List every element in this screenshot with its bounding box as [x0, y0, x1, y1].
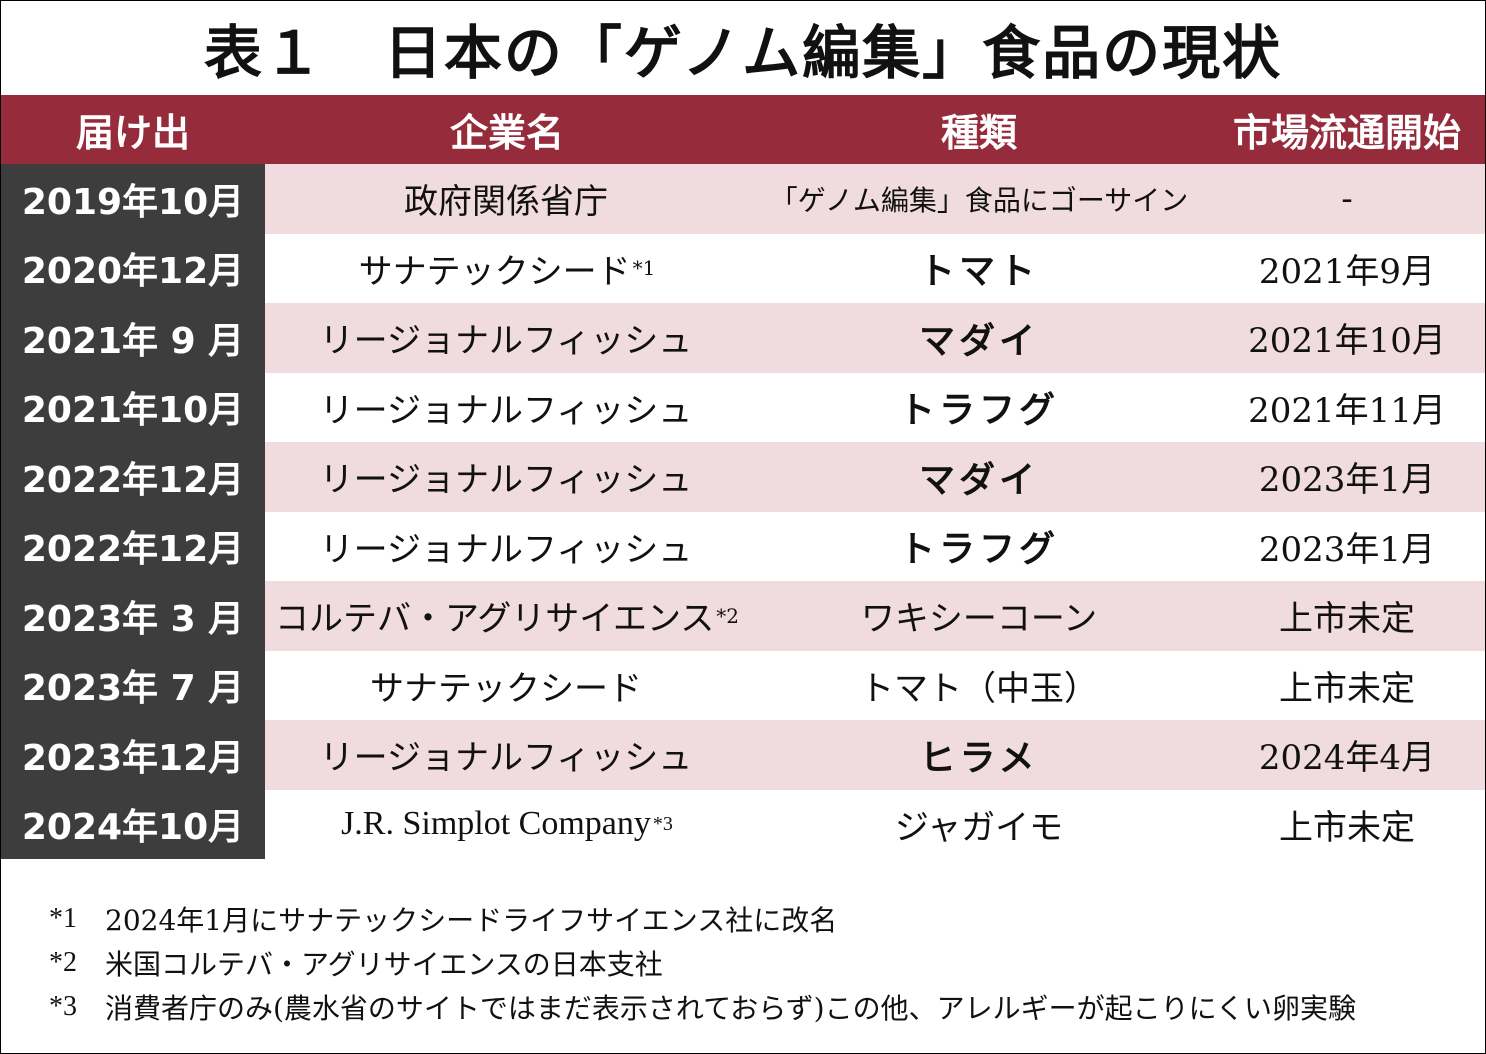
market-cell: 2023年1月 [1209, 511, 1485, 581]
table-header: 届け出 企業名 種類 市場流通開始 [1, 95, 1485, 164]
kind-cell: トマト [749, 233, 1209, 303]
table-title: 表１ 日本の「ゲノム編集」食品の現状 [203, 19, 1283, 87]
kind-cell: ジャガイモ [749, 789, 1209, 859]
table-row: 2022年12月 リージョナルフィッシュ マダイ 2023年1月 [1, 442, 1485, 512]
market-cell: 2021年10月 [1209, 303, 1485, 373]
table-row: 2023年 7 月 サナテックシード トマト（中玉） 上市未定 [1, 650, 1485, 720]
market-cell: 2021年11月 [1209, 372, 1485, 442]
table-row: 2021年 9 月 リージョナルフィッシュ マダイ 2021年10月 [1, 303, 1485, 373]
date-cell: 2020年12月 [1, 233, 265, 303]
table-row: 2020年12月 サナテックシード *1 トマト 2021年9月 [1, 233, 1485, 303]
header-kind: 種類 [940, 111, 1017, 155]
date-cell: 2021年 9 月 [1, 303, 265, 373]
table-row: 2021年10月 リージョナルフィッシュ トラフグ 2021年11月 [1, 372, 1485, 442]
company-cell: コルテバ・アグリサイエンス *2 [265, 581, 749, 651]
company-note: *2 [716, 603, 739, 628]
kind-cell: マダイ [749, 303, 1209, 373]
company-note: *3 [652, 812, 673, 835]
date-cell: 2022年12月 [1, 511, 265, 581]
market-cell: 2023年1月 [1209, 442, 1485, 512]
company-cell: サナテックシード [265, 650, 749, 720]
kind-cell: トラフグ [749, 511, 1209, 581]
company-cell: リージョナルフィッシュ [265, 372, 749, 442]
company-cell: リージョナルフィッシュ [265, 720, 749, 790]
table-row: 2023年 3 月 コルテバ・アグリサイエンス *2 ワキシーコーン 上市未定 [1, 581, 1485, 651]
company-cell: リージョナルフィッシュ [265, 511, 749, 581]
company-name: リージョナルフィッシュ [319, 390, 693, 431]
date-cell: 2021年10月 [1, 372, 265, 442]
footnote: *3 消費者庁のみ(農水省のサイトではまだ表示されておらず)この他、アレルギーが… [49, 985, 1469, 1029]
footnote-text: 消費者庁のみ(農水省のサイトではまだ表示されておらず)この他、アレルギーが起こり… [105, 992, 1357, 1025]
company-cell: J.R. Simplot Company *3 [265, 789, 749, 859]
company-name: 政府関係省庁 [404, 182, 608, 223]
table-row: 2022年12月 リージョナルフィッシュ トラフグ 2023年1月 [1, 511, 1485, 581]
kind-cell: トマト（中玉） [749, 650, 1209, 720]
company-name: リージョナルフィッシュ [319, 738, 693, 779]
kind-cell: ヒラメ [749, 720, 1209, 790]
market-cell: - [1209, 164, 1485, 234]
company-name: リージョナルフィッシュ [319, 321, 693, 362]
kind-cell: マダイ [749, 442, 1209, 512]
market-cell: 上市未定 [1209, 650, 1485, 720]
company-name: リージョナルフィッシュ [319, 460, 693, 501]
date-cell: 2023年 3 月 [1, 581, 265, 651]
header-market: 市場流通開始 [1232, 111, 1461, 155]
date-cell: 2023年 7 月 [1, 650, 265, 720]
market-cell: 2021年9月 [1209, 233, 1485, 303]
table-body: 2019年10月 政府関係省庁 「ゲノム編集」食品にゴーサイン - 2020年1… [1, 164, 1485, 859]
kind-cell: ワキシーコーン [749, 581, 1209, 651]
table-row: 2023年12月 リージョナルフィッシュ ヒラメ 2024年4月 [1, 720, 1485, 790]
footnote-mark: *1 [49, 903, 77, 934]
company-cell: 政府関係省庁 [265, 164, 749, 234]
kind-cell: トラフグ [749, 372, 1209, 442]
company-cell: サナテックシード *1 [265, 233, 749, 303]
company-note: *1 [632, 256, 656, 281]
header-company: 企業名 [449, 111, 564, 155]
date-cell: 2019年10月 [1, 164, 265, 234]
header-date: 届け出 [75, 111, 190, 155]
company-name: J.R. Simplot Company [341, 805, 651, 843]
kind-cell: 「ゲノム編集」食品にゴーサイン [749, 164, 1209, 234]
footnote-text: 2024年1月にサナテックシードライフサイエンス社に改名 [105, 904, 838, 937]
footnote-text: 米国コルテバ・アグリサイエンスの日本支社 [105, 948, 663, 981]
footnote-mark: *3 [49, 991, 77, 1022]
footnote: *2 米国コルテバ・アグリサイエンスの日本支社 [49, 941, 1469, 985]
footnote-mark: *2 [49, 947, 77, 978]
market-cell: 2024年4月 [1209, 720, 1485, 790]
footnote: *1 2024年1月にサナテックシードライフサイエンス社に改名 [49, 897, 1469, 941]
table-row: 2024年10月 J.R. Simplot Company *3 ジャガイモ 上市… [1, 789, 1485, 859]
table-row: 2019年10月 政府関係省庁 「ゲノム編集」食品にゴーサイン - [1, 164, 1485, 234]
company-cell: リージョナルフィッシュ [265, 303, 749, 373]
company-cell: リージョナルフィッシュ [265, 442, 749, 512]
market-cell: 上市未定 [1209, 789, 1485, 859]
date-cell: 2024年10月 [1, 789, 265, 859]
market-cell: 上市未定 [1209, 581, 1485, 651]
date-cell: 2022年12月 [1, 442, 265, 512]
footnotes: *1 2024年1月にサナテックシードライフサイエンス社に改名 *2 米国コルテ… [49, 897, 1469, 1029]
company-name: サナテックシード [370, 668, 642, 709]
date-cell: 2023年12月 [1, 720, 265, 790]
company-name: リージョナルフィッシュ [319, 529, 693, 570]
company-name: コルテバ・アグリサイエンス [274, 599, 715, 640]
company-name: サナテックシード [358, 251, 631, 292]
